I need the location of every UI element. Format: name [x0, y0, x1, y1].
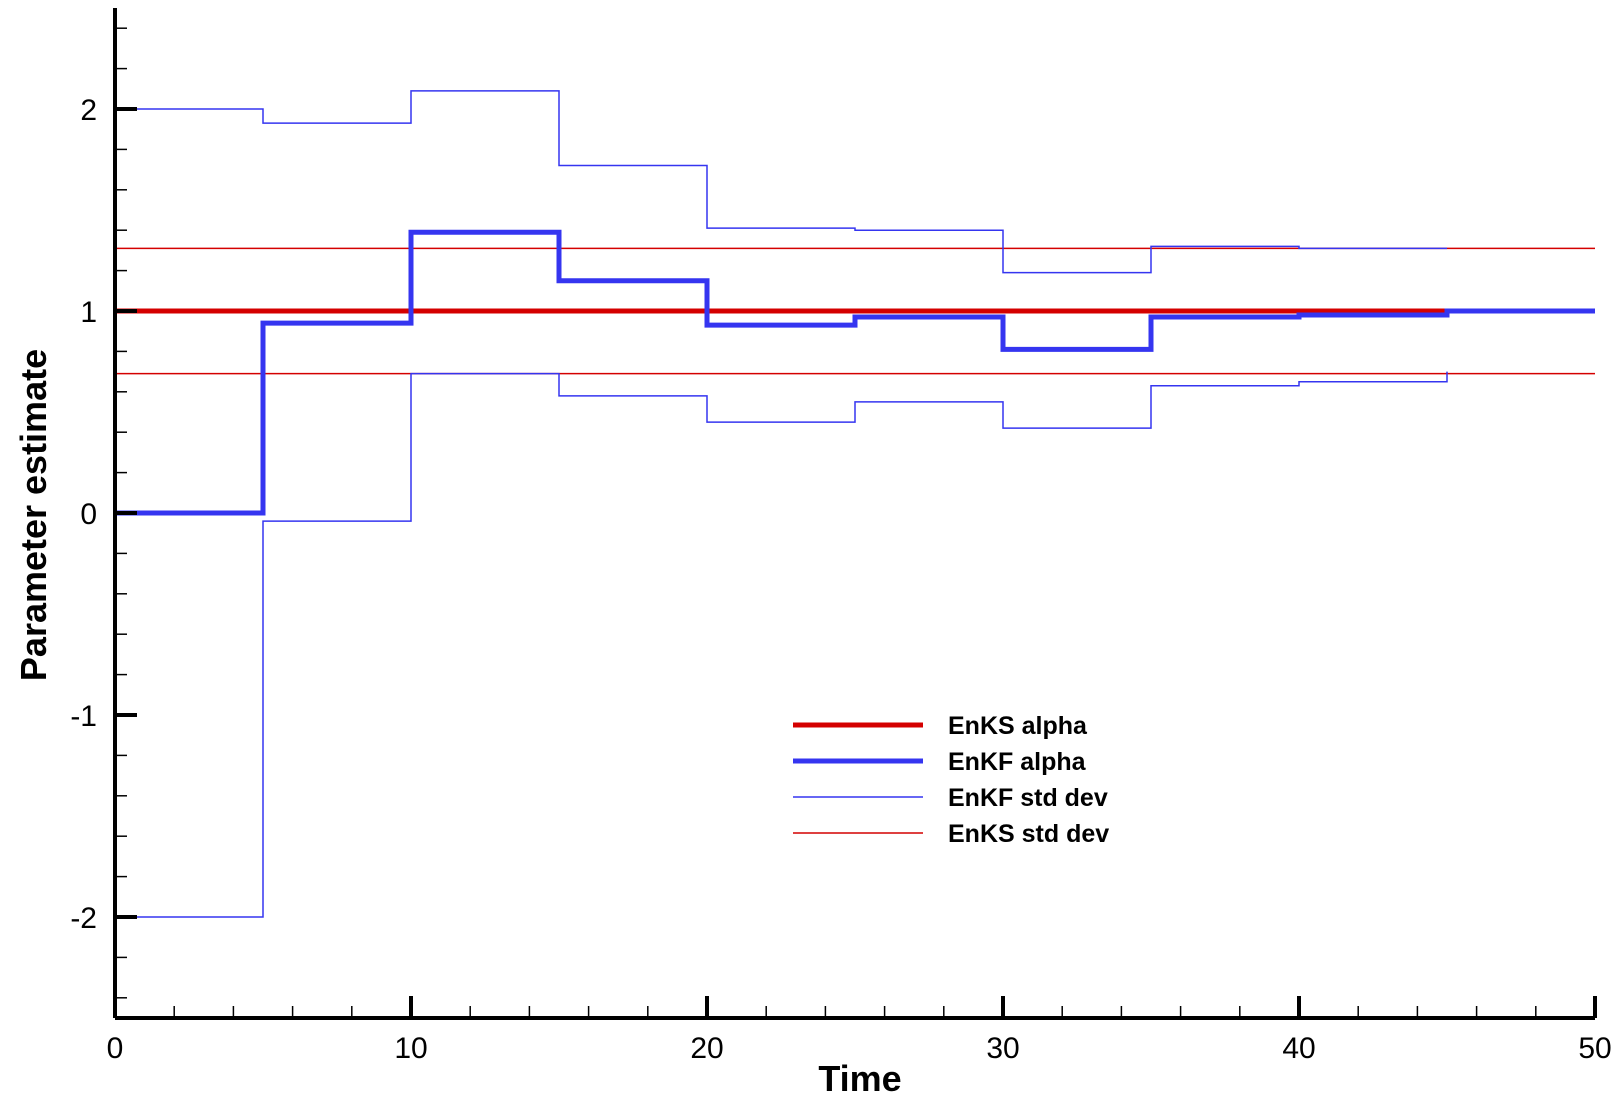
series-enkf-alpha: [115, 229, 1595, 516]
series-enkf-std-lower: [115, 371, 1448, 918]
legend-label: EnKF alpha: [948, 748, 1087, 776]
y-tick-label: -1: [70, 700, 97, 733]
x-tick-label: 40: [1282, 1032, 1315, 1065]
x-tick-label: 20: [690, 1032, 723, 1065]
y-tick-label: -2: [70, 902, 97, 935]
y-axis-title: Parameter estimate: [13, 349, 54, 681]
legend-label: EnKS std dev: [948, 820, 1109, 848]
legend: EnKS alpha EnKF alpha EnKF std dev EnKS std…: [793, 712, 1109, 848]
y-tick-label: 1: [80, 296, 97, 329]
y-tick-label: 0: [80, 498, 97, 531]
series-layer: [115, 90, 1595, 918]
ticks: 0 10 20 30 40 50 -2 -1 0 1 2: [70, 27, 1612, 1065]
x-tick-label: 30: [986, 1032, 1019, 1065]
x-tick-label: 0: [107, 1032, 124, 1065]
legend-label: EnKF std dev: [948, 784, 1108, 812]
axes: [113, 8, 1595, 1020]
series-enkf-std-upper: [115, 90, 1447, 274]
x-axis-title: Time: [818, 1058, 901, 1096]
legend-label: EnKS alpha: [948, 712, 1088, 740]
x-tick-label: 50: [1578, 1032, 1611, 1065]
x-tick-label: 10: [394, 1032, 427, 1065]
y-tick-label: 2: [80, 94, 97, 127]
